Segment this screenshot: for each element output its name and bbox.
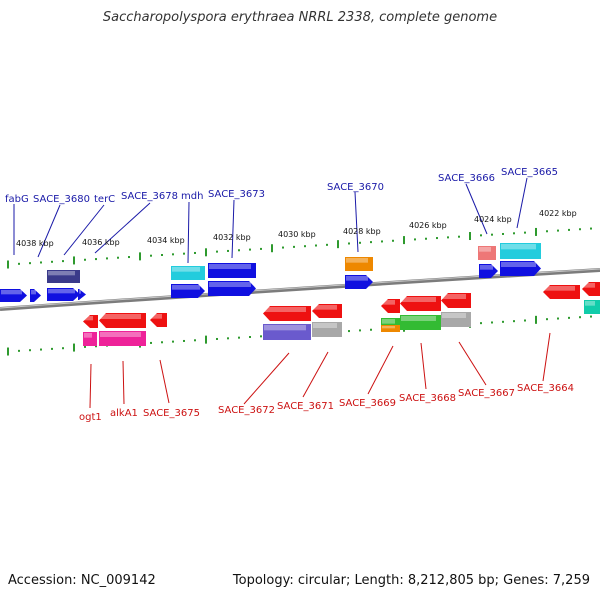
leader-line	[94, 202, 151, 254]
feature-terC-region[interactable]	[47, 270, 80, 283]
feature-SACE_3672-region[interactable]	[263, 324, 311, 340]
gene-SACE_3672[interactable]	[263, 306, 311, 321]
leader-line	[243, 352, 290, 405]
leader-line	[159, 359, 170, 404]
gene-ogt1[interactable]	[83, 315, 98, 328]
forward-gene-label[interactable]: SACE_3673	[208, 189, 265, 200]
reverse-gene-label[interactable]: ogt1	[79, 412, 102, 423]
feature-SACE_3671-region[interactable]	[312, 322, 342, 337]
gene-SACE_3673[interactable]	[208, 281, 256, 296]
feature-SACE_3669-marker[interactable]	[381, 325, 400, 332]
feature-SACE_3664-region[interactable]	[584, 300, 600, 314]
gene-terC[interactable]	[47, 288, 80, 301]
reverse-gene-label[interactable]: SACE_3669	[339, 398, 396, 409]
leader-line	[231, 199, 235, 259]
feature-SACE_3665-region[interactable]	[500, 243, 541, 259]
kbp-label: 4032 kbp	[213, 233, 251, 242]
kbp-scale-labels: 4038 kbp 4036 kbp 4034 kbp 4032 kbp 4030 kbp…	[16, 209, 577, 248]
forward-scale-ticks	[7, 227, 592, 269]
gene-SACE_3666[interactable]	[479, 264, 498, 278]
gene-SACE_3664-next[interactable]	[582, 282, 600, 296]
forward-gene-label[interactable]: SACE_3665	[501, 167, 558, 178]
feature-mdh-region[interactable]	[171, 266, 205, 280]
leader-line	[354, 191, 359, 253]
gene-SACE_3680[interactable]	[30, 289, 41, 302]
feature-alkA1-region[interactable]	[99, 331, 146, 346]
gene-terC-tail[interactable]	[78, 289, 86, 300]
reverse-gene-label[interactable]: SACE_3668	[399, 393, 456, 404]
leader-line	[367, 345, 394, 395]
forward-gene-label[interactable]: SACE_3670	[327, 182, 384, 193]
gene-mdh[interactable]	[171, 284, 205, 298]
forward-gene-label[interactable]: SACE_3678	[121, 191, 178, 202]
leader-line	[89, 363, 92, 409]
feature-SACE_3673-region[interactable]	[208, 263, 256, 278]
reverse-gene-label[interactable]: SACE_3664	[517, 383, 574, 394]
feature-SACE_3666-region[interactable]	[478, 246, 496, 260]
leader-line	[37, 204, 61, 258]
feature-SACE_3670-region[interactable]	[345, 257, 373, 271]
kbp-label: 4024 kbp	[474, 215, 512, 224]
gene-SACE_3664[interactable]	[543, 285, 580, 299]
gene-SACE_3675[interactable]	[150, 313, 167, 327]
label-leader-lines	[13, 177, 551, 409]
gene-SACE_3668[interactable]	[400, 296, 441, 311]
kbp-label: 4034 kbp	[147, 236, 185, 245]
reverse-gene-labels: ogt1 alkA1 SACE_3675 SACE_3672 SACE_3671 SACE…	[79, 383, 574, 423]
leader-line	[63, 204, 105, 256]
accession-text: Accession: NC_009142	[8, 573, 156, 588]
reverse-gene-label[interactable]: SACE_3671	[277, 401, 334, 412]
leader-line	[302, 351, 329, 398]
kbp-label: 4028 kbp	[343, 227, 381, 236]
leader-line	[542, 332, 551, 382]
gene-SACE_3670[interactable]	[345, 275, 373, 289]
forward-gene-label[interactable]: SACE_3680	[33, 194, 90, 205]
leader-line	[122, 360, 125, 405]
leader-line	[458, 341, 487, 386]
kbp-label: 4030 kbp	[278, 230, 316, 239]
leader-line	[465, 183, 488, 235]
reverse-gene-label[interactable]: SACE_3675	[143, 408, 200, 419]
forward-gene-labels: fabG SACE_3680 terC SACE_3678 mdh SACE_3673 SA…	[5, 167, 558, 205]
kbp-label: 4022 kbp	[539, 209, 577, 218]
leader-line	[420, 342, 427, 390]
feature-SACE_3667-region[interactable]	[441, 312, 471, 327]
kbp-label: 4026 kbp	[409, 221, 447, 230]
forward-gene-label[interactable]: fabG	[5, 194, 29, 205]
gene-SACE_3667[interactable]	[441, 293, 471, 308]
reverse-gene-label[interactable]: SACE_3667	[458, 388, 515, 399]
forward-gene-label[interactable]: SACE_3666	[438, 173, 495, 184]
forward-gene-label[interactable]: mdh	[181, 191, 203, 202]
reverse-gene-label[interactable]: SACE_3672	[218, 405, 275, 416]
gene-alkA1[interactable]	[99, 313, 146, 328]
feature-ogt1-region[interactable]	[83, 332, 97, 346]
feature-SACE_3668-region[interactable]	[400, 315, 441, 330]
gene-fabG[interactable]	[0, 289, 27, 302]
forward-gene-label[interactable]: terC	[94, 194, 115, 205]
kbp-label: 4038 kbp	[16, 239, 54, 248]
gene-SACE_3671[interactable]	[312, 304, 342, 318]
leader-line	[187, 201, 190, 264]
reverse-gene-label[interactable]: alkA1	[110, 408, 138, 419]
map-title: Saccharopolyspora erythraea NRRL 2338, c…	[102, 10, 498, 25]
gene-SACE_3669[interactable]	[381, 299, 400, 313]
gene-features	[0, 243, 600, 346]
leader-line	[516, 177, 528, 229]
gene-SACE_3665[interactable]	[500, 261, 541, 276]
kbp-label: 4036 kbp	[82, 238, 120, 247]
topology-text: Topology: circular; Length: 8,212,805 bp…	[232, 573, 590, 588]
